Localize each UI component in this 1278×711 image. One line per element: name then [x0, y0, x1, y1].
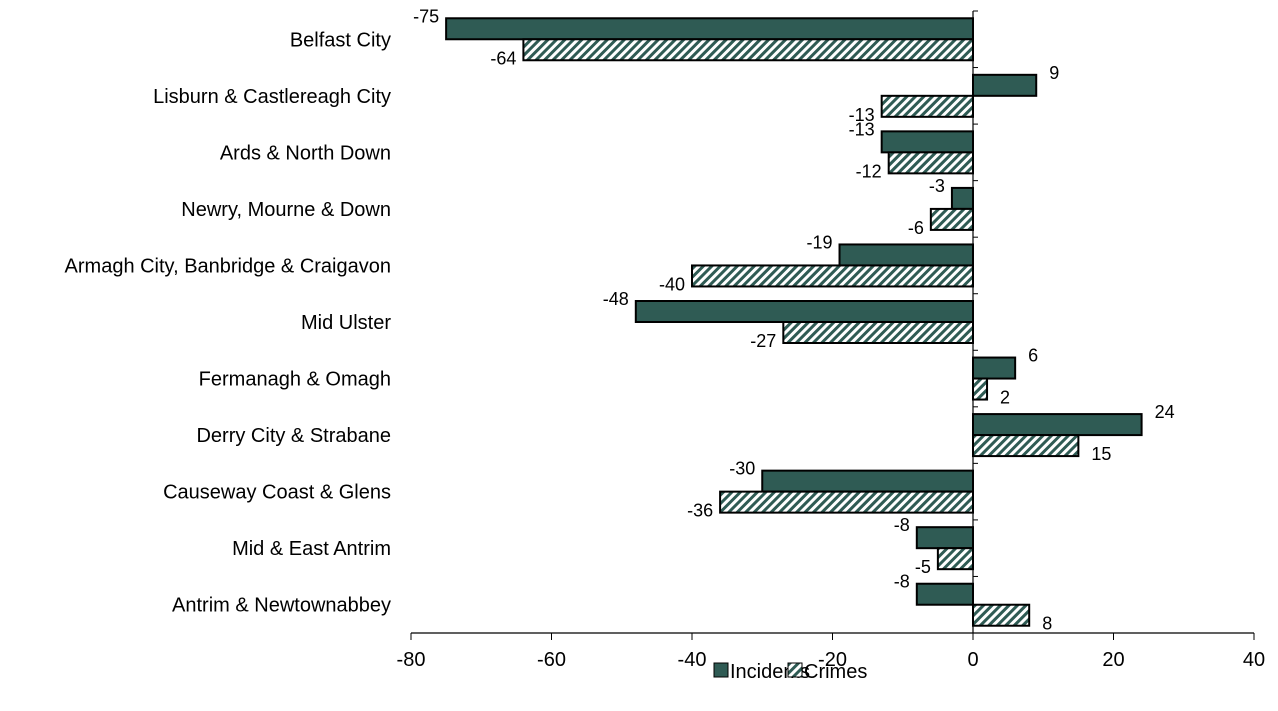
- category-label: Armagh City, Banbridge & Craigavon: [65, 255, 391, 277]
- bar-crimes: [936, 547, 974, 571]
- data-label-crimes: 15: [1091, 444, 1111, 464]
- bar-incidents: [445, 17, 974, 41]
- category-label: Causeway Coast & Glens: [163, 482, 391, 504]
- data-label-incidents: 9: [1049, 63, 1059, 83]
- data-label-crimes: -40: [659, 274, 685, 294]
- data-label-incidents: -19: [807, 232, 833, 252]
- data-label-crimes: -27: [750, 331, 776, 351]
- bar-crimes: [972, 603, 1031, 627]
- data-label-crimes: 2: [1000, 388, 1010, 408]
- data-label-crimes: -64: [490, 48, 516, 68]
- bar-crimes: [691, 264, 974, 288]
- data-label-incidents: 6: [1028, 346, 1038, 366]
- legend-label-crimes: Crimes: [804, 661, 867, 683]
- category-label: Lisburn & Castlereagh City: [153, 86, 391, 108]
- category-label: Ards & North Down: [220, 142, 391, 164]
- bar-incidents: [972, 356, 1017, 380]
- bar-crimes: [522, 38, 975, 62]
- category-label: Belfast City: [290, 29, 391, 51]
- data-label-crimes: -6: [908, 218, 924, 238]
- bar-incidents: [972, 413, 1143, 437]
- data-label-incidents: -75: [413, 6, 439, 26]
- bar-incidents: [972, 73, 1038, 97]
- data-label-incidents: -30: [729, 459, 755, 479]
- category-label: Newry, Mourne & Down: [181, 199, 391, 221]
- bar-incidents: [880, 130, 974, 154]
- data-label-crimes: -13: [849, 105, 875, 125]
- category-label: Fermanagh & Omagh: [199, 369, 391, 391]
- data-label-incidents: -13: [849, 119, 875, 139]
- data-label-crimes: -36: [687, 501, 713, 521]
- data-label-crimes: 8: [1042, 614, 1052, 634]
- data-label-incidents: -48: [603, 289, 629, 309]
- x-tick-label: 20: [1102, 649, 1124, 671]
- x-tick-label: -80: [397, 649, 426, 671]
- bar-incidents: [838, 243, 975, 267]
- data-label-incidents: -8: [894, 515, 910, 535]
- category-label: Derry City & Strabane: [196, 425, 391, 447]
- bar-crimes: [972, 377, 989, 401]
- bar-crimes: [880, 94, 974, 118]
- data-label-incidents: -8: [894, 572, 910, 592]
- bar-crimes: [929, 207, 974, 231]
- data-label-incidents: 24: [1155, 402, 1175, 422]
- bar-incidents: [915, 526, 974, 550]
- legend-swatch-incidents: [713, 662, 729, 678]
- data-label-crimes: -5: [915, 557, 931, 577]
- x-tick-label: 40: [1243, 649, 1265, 671]
- category-label: Mid Ulster: [301, 312, 391, 334]
- x-tick-label: -60: [537, 649, 566, 671]
- x-tick-label: -20: [818, 649, 847, 671]
- category-label: Mid & East Antrim: [232, 538, 391, 560]
- category-label: Antrim & Newtownabbey: [172, 595, 391, 617]
- bar-incidents: [634, 300, 974, 323]
- bar-crimes: [972, 434, 1080, 458]
- bar-crimes: [887, 151, 975, 175]
- bar-crimes: [782, 321, 975, 344]
- bar-incidents: [950, 186, 974, 210]
- plot-area: Belfast City -75 -64 Lisburn & Castlereagh …: [65, 6, 1266, 671]
- data-label-crimes: -12: [856, 161, 882, 181]
- bar-crimes: [719, 490, 974, 514]
- x-tick-label: 0: [967, 649, 978, 671]
- legend-swatch-crimes: [787, 662, 803, 678]
- x-tick-label: -40: [678, 649, 707, 671]
- bar-incidents: [915, 582, 974, 606]
- bar-incidents: [761, 469, 974, 493]
- data-label-incidents: -3: [929, 176, 945, 196]
